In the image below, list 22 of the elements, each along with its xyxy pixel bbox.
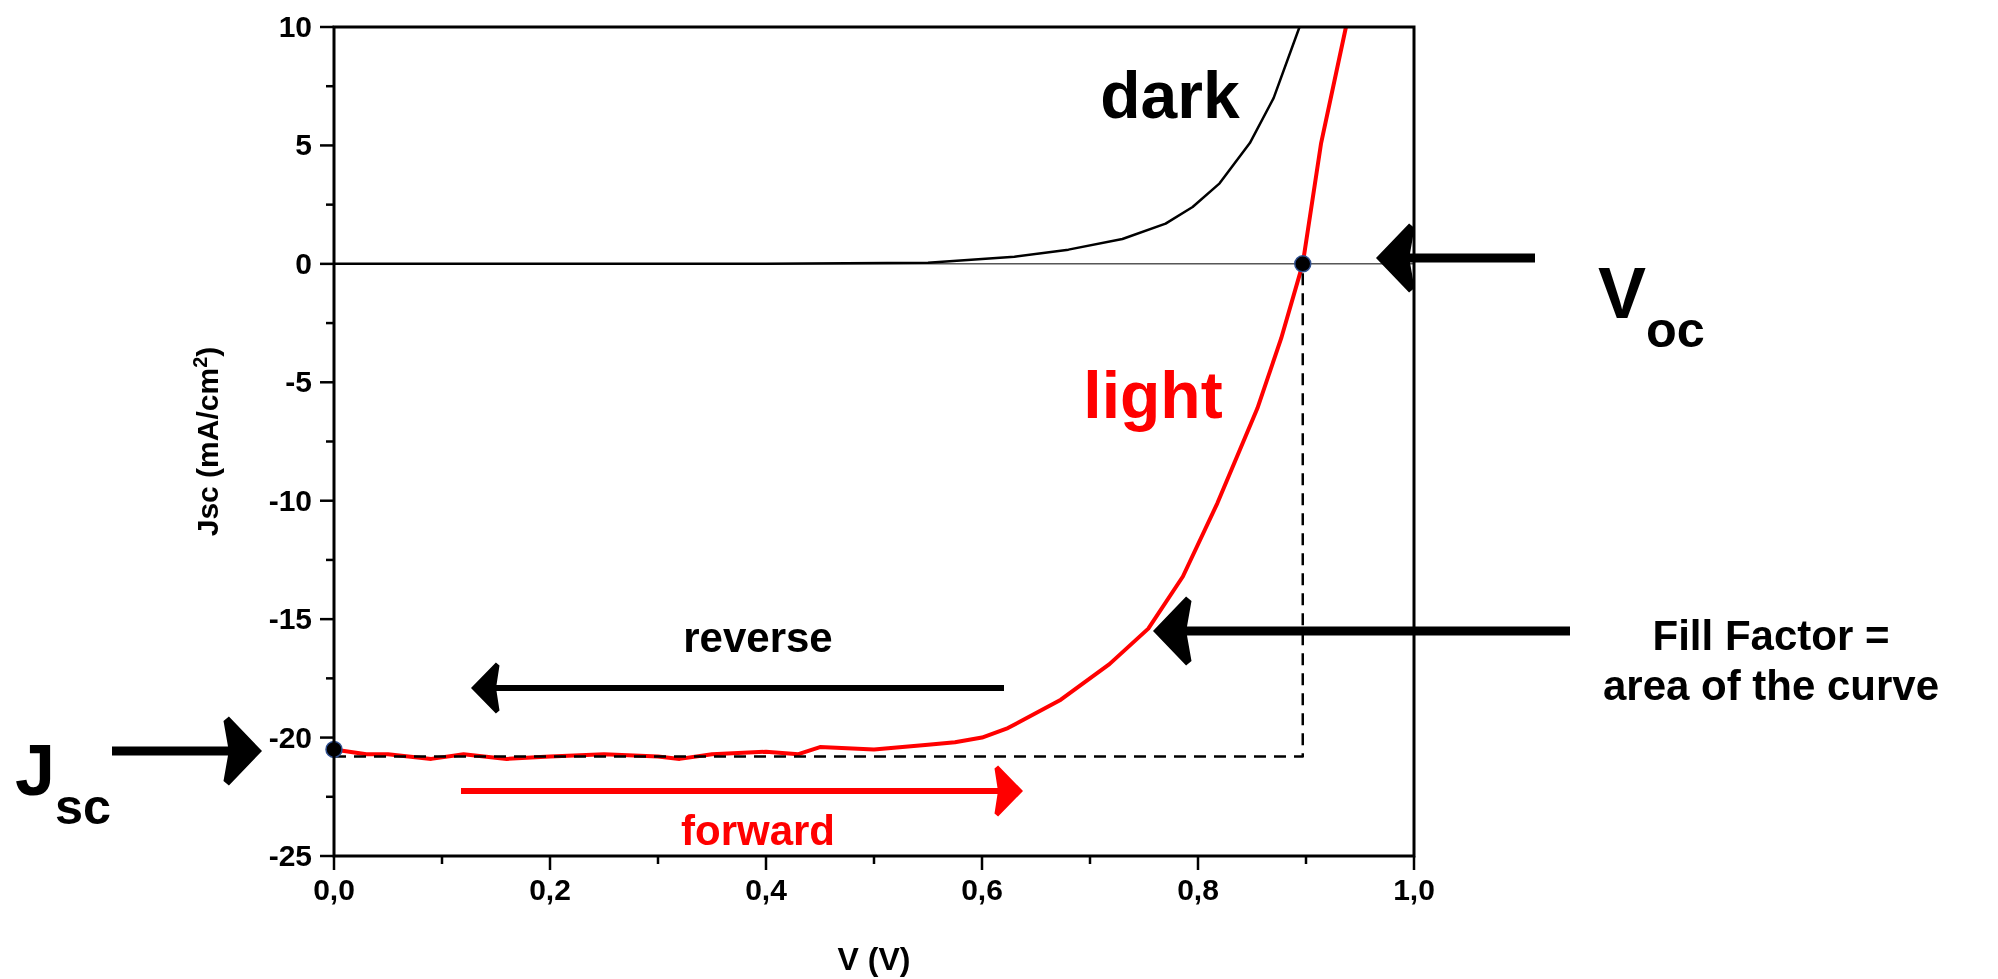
- y-tick-label: -20: [268, 720, 312, 754]
- y-tick-label: -25: [268, 839, 312, 872]
- x-tick-label: 0,0: [313, 873, 355, 906]
- x-tick-label: 0,4: [745, 873, 788, 906]
- x-tick-label: 1,0: [1393, 873, 1435, 906]
- text: V$_{oc}$: [1598, 253, 1705, 358]
- x-tick-label: 0,6: [961, 873, 1003, 906]
- y-tick-label: 0: [295, 246, 312, 280]
- y-tick-label: -5: [285, 365, 312, 399]
- series-label: light: [1083, 358, 1223, 432]
- series-label: dark: [1100, 58, 1240, 132]
- annotation: forward: [680, 807, 836, 854]
- x-tick-label: 0,2: [529, 873, 571, 906]
- y-tick-label: -10: [268, 483, 312, 517]
- annotation: reverse: [683, 614, 833, 661]
- y-tick-label: 10: [278, 10, 312, 43]
- text: J$_{sc}$: [15, 730, 112, 835]
- y-tick-label: -15: [268, 602, 312, 636]
- x-axis-title: V (V): [837, 941, 911, 977]
- x-tick-label: 0,8: [1177, 873, 1219, 906]
- text: Fill Factor = area of the curve: [1602, 612, 1940, 710]
- y-tick-label: 5: [295, 128, 312, 162]
